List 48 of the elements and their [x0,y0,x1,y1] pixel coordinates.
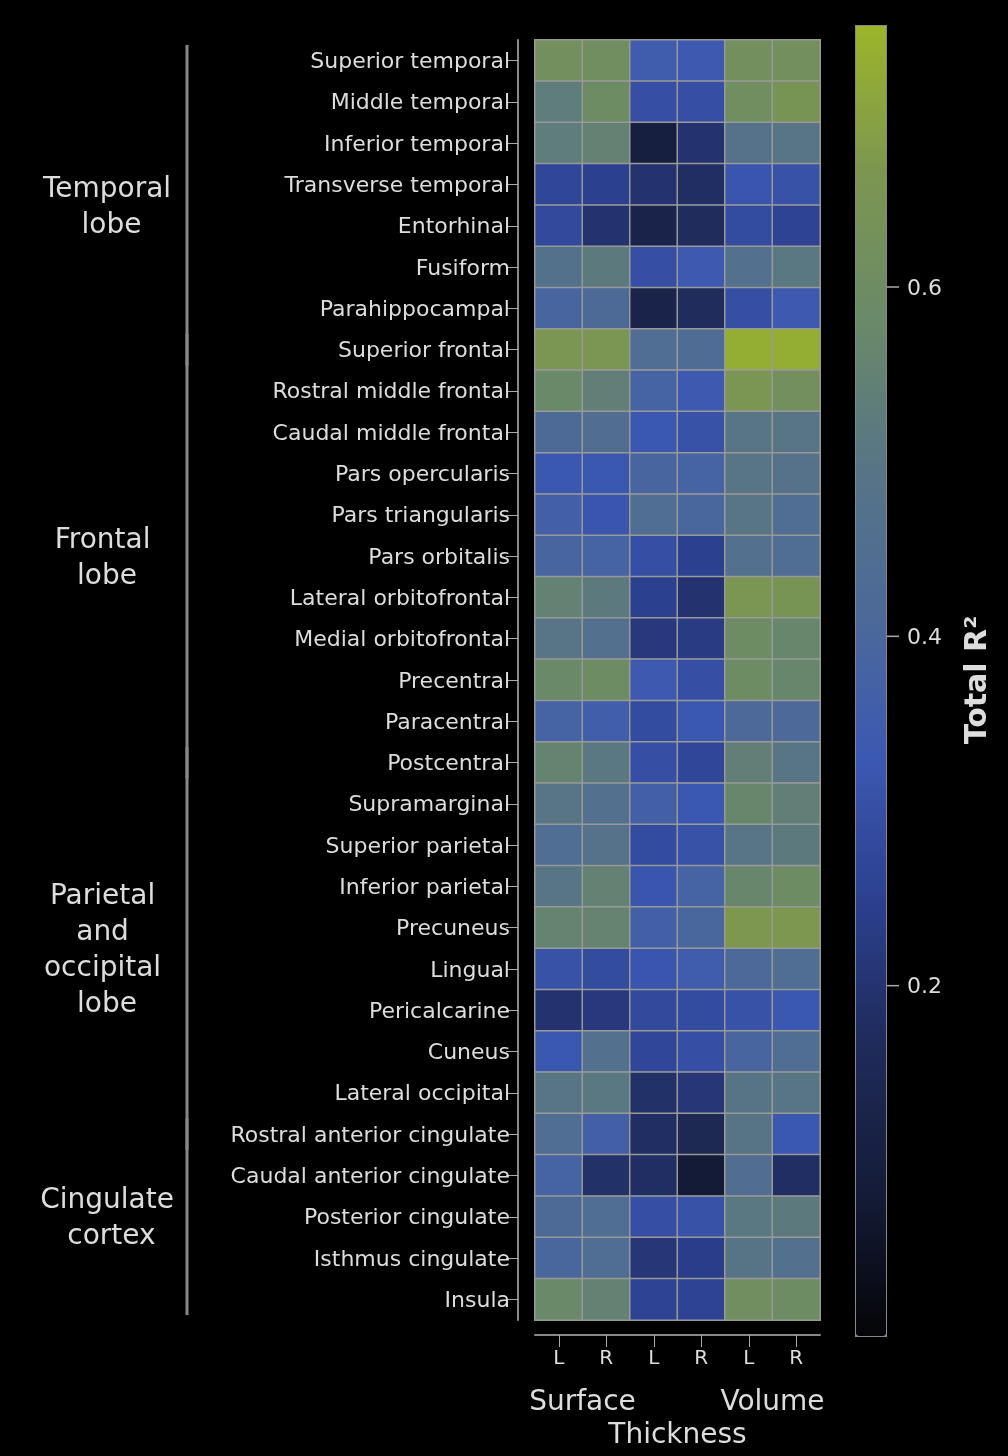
y-tick-label: Transverse temporal [283,172,510,198]
color-bar-title: Total R² [957,615,993,745]
x-tick-label: L [648,1345,661,1369]
text: Surface [529,1383,636,1417]
y-tick-label: Lingual [430,956,510,982]
y-tick-label: Paracentral [384,708,510,734]
y-tick-label: Lateral occipital [334,1080,510,1106]
y-tick-label: Posterior cingulate [303,1204,510,1230]
y-tick-label: Lateral orbitofrontal [289,584,510,610]
text: Parietal and occipital lobe [43,877,171,1019]
text: Temporal lobe [41,170,172,240]
x-tick-label: R [789,1345,804,1369]
y-tick-label: Superior temporal [310,48,510,74]
y-tick-label: Postcentral [387,750,510,776]
y-tick-label: Entorhinal [397,213,510,239]
x-tick-label: L [553,1345,566,1369]
y-tick-label: Superior parietal [325,832,510,858]
text: Volume [720,1383,825,1417]
y-tick-label: Inferior temporal [323,130,510,156]
color-bar-label: 0.4 [907,623,942,649]
text: Thickness [607,1416,747,1450]
y-tick-label: Precentral [398,667,510,693]
color-bar-label: 0.6 [907,274,942,300]
y-tick-label: Inferior parietal [339,873,510,899]
y-tick-label: Caudal anterior cingulate [230,1162,510,1188]
y-tick-label: Pars opercularis [334,461,510,487]
y-tick-label: Fusiform [415,254,510,280]
y-tick-label: Precuneus [396,915,510,941]
y-tick-label: Rostral anterior cingulate [230,1121,510,1147]
y-tick-label: Insula [444,1286,510,1312]
color-bar-label: 0.2 [907,973,942,999]
y-tick-label: Supramarginal [348,791,510,817]
y-tick-label: Rostral middle frontal [272,378,510,404]
text: Frontal lobe [54,521,160,591]
y-tick-label: Middle temporal [330,89,510,115]
y-tick-label: Medial orbitofrontal [294,626,510,652]
y-tick-label: Pars triangularis [331,502,510,528]
y-tick-label: Cuneus [427,1039,510,1065]
y-tick-label: Pericalcarine [368,997,510,1023]
x-tick-label: R [694,1345,709,1369]
text: Cingulate cortex [40,1182,174,1252]
y-tick-label: Superior frontal [338,337,510,363]
y-tick-label: Isthmus cingulate [313,1245,510,1271]
y-tick-label: Caudal middle frontal [272,419,510,445]
y-tick-label: Parahippocampal [319,295,510,321]
y-tick-label: Pars orbitalis [368,543,510,569]
x-tick-label: R [599,1345,614,1369]
x-tick-label: L [743,1345,756,1369]
